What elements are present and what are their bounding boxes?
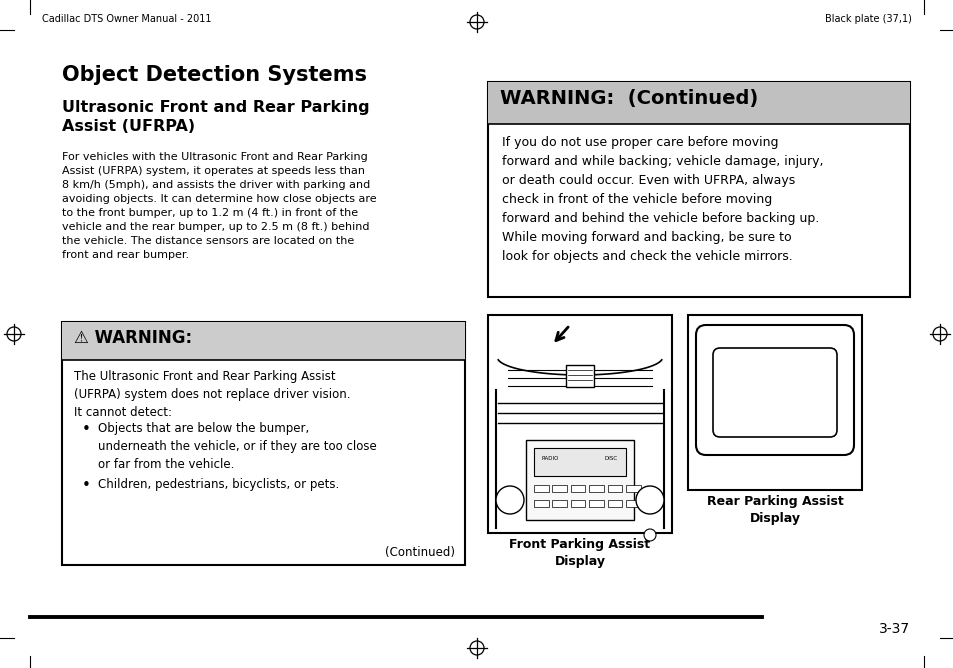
- Text: Object Detection Systems: Object Detection Systems: [62, 65, 367, 85]
- Circle shape: [643, 529, 656, 541]
- Bar: [607, 485, 621, 492]
- Bar: [570, 500, 585, 507]
- Bar: [534, 448, 625, 476]
- Text: Ultrasonic Front and Rear Parking
Assist (UFRPA): Ultrasonic Front and Rear Parking Assist…: [62, 100, 369, 134]
- Bar: [488, 315, 671, 533]
- Text: The Ultrasonic Front and Rear Parking Assist
(UFRPA) system does not replace dri: The Ultrasonic Front and Rear Parking As…: [74, 370, 350, 419]
- Bar: [525, 440, 634, 520]
- Text: Cadillac DTS Owner Manual - 2011: Cadillac DTS Owner Manual - 2011: [42, 14, 212, 24]
- Text: Front Parking Assist
Display: Front Parking Assist Display: [509, 538, 650, 568]
- Text: Black plate (37,1): Black plate (37,1): [824, 14, 911, 24]
- Bar: [589, 485, 603, 492]
- Bar: [62, 322, 464, 565]
- FancyBboxPatch shape: [696, 325, 853, 455]
- Text: 3-37: 3-37: [878, 622, 909, 636]
- Bar: [552, 485, 566, 492]
- Bar: [488, 82, 909, 124]
- Bar: [488, 82, 909, 297]
- Bar: [570, 485, 585, 492]
- Text: RADIO: RADIO: [541, 456, 558, 461]
- Bar: [625, 485, 640, 492]
- Text: Objects that are below the bumper,
underneath the vehicle, or if they are too cl: Objects that are below the bumper, under…: [98, 422, 376, 471]
- Text: If you do not use proper care before moving
forward and while backing; vehicle d: If you do not use proper care before mov…: [501, 136, 822, 263]
- Bar: [534, 485, 548, 492]
- Text: (Continued): (Continued): [385, 546, 455, 559]
- Bar: [607, 500, 621, 507]
- Bar: [534, 500, 548, 507]
- Bar: [552, 500, 566, 507]
- Text: •: •: [82, 478, 91, 493]
- Text: WARNING:  (Continued): WARNING: (Continued): [499, 89, 758, 108]
- FancyBboxPatch shape: [712, 348, 836, 437]
- Circle shape: [496, 486, 523, 514]
- Bar: [625, 500, 640, 507]
- Text: Children, pedestrians, bicyclists, or pets.: Children, pedestrians, bicyclists, or pe…: [98, 478, 339, 491]
- Circle shape: [636, 486, 663, 514]
- Text: For vehicles with the Ultrasonic Front and Rear Parking
Assist (UFRPA) system, i: For vehicles with the Ultrasonic Front a…: [62, 152, 376, 260]
- Text: DISC: DISC: [604, 456, 618, 461]
- Text: ⚠ WARNING:: ⚠ WARNING:: [74, 329, 192, 347]
- Bar: [62, 322, 464, 360]
- Bar: [687, 315, 862, 490]
- Text: Rear Parking Assist
Display: Rear Parking Assist Display: [706, 495, 842, 525]
- Bar: [589, 500, 603, 507]
- Bar: [565, 365, 594, 387]
- Text: •: •: [82, 422, 91, 437]
